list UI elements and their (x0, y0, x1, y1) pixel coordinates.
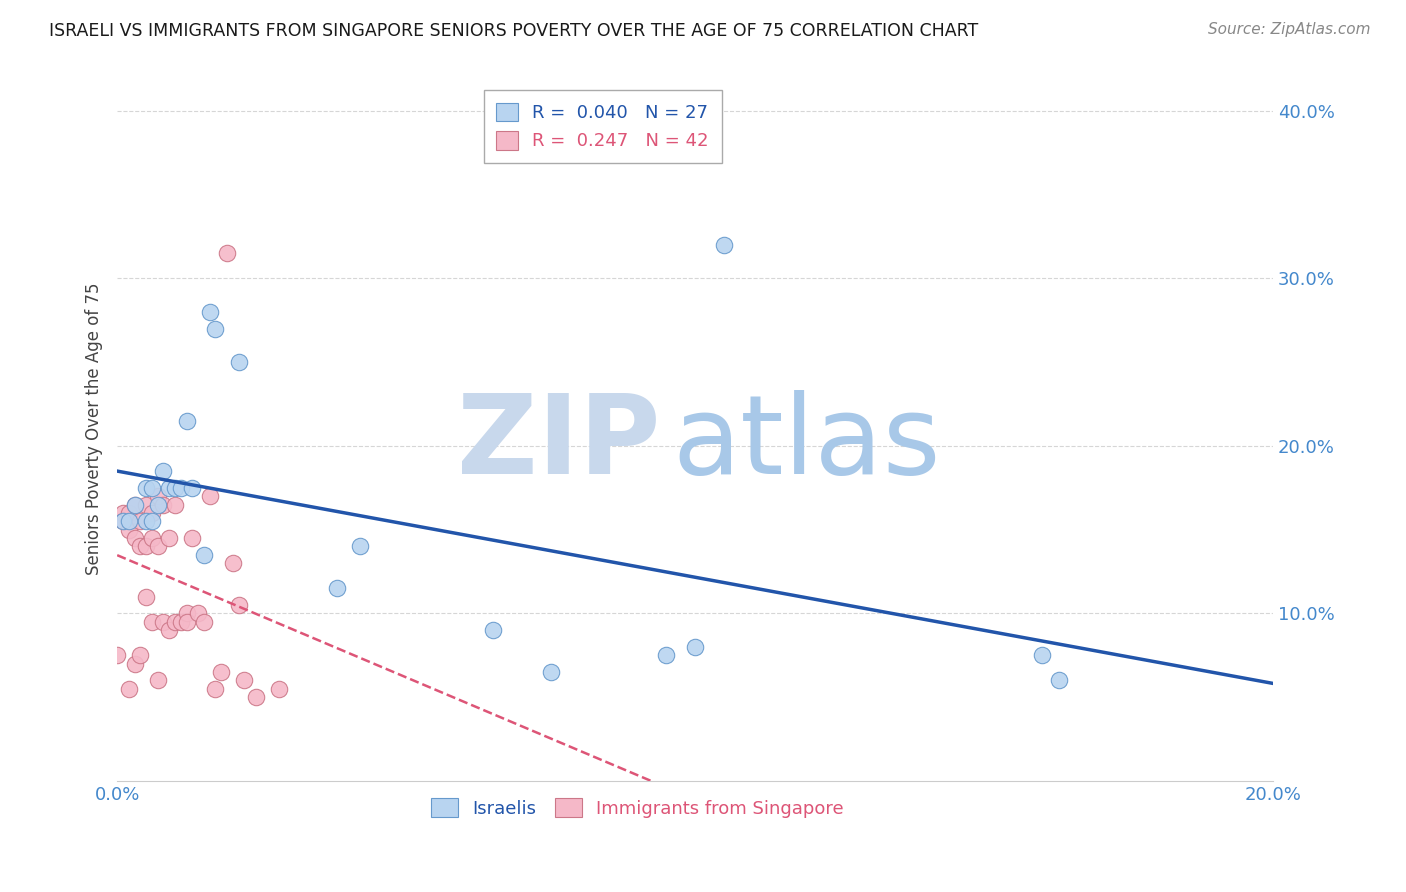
Y-axis label: Seniors Poverty Over the Age of 75: Seniors Poverty Over the Age of 75 (86, 283, 103, 575)
Point (129, 540, 152, 554)
Point (163, 615, 186, 629)
Point (129, 514, 152, 528)
Point (170, 615, 193, 629)
Point (245, 690, 267, 705)
Point (233, 673, 256, 688)
Point (228, 598, 250, 612)
Point (198, 489, 221, 503)
Point (141, 615, 163, 629)
Point (176, 615, 198, 629)
Point (146, 489, 169, 503)
Text: atlas: atlas (672, 390, 941, 497)
Point (683, 640, 706, 654)
Point (540, 665, 562, 679)
Point (170, 481, 193, 495)
Point (176, 607, 198, 621)
Point (129, 648, 152, 663)
Point (157, 531, 180, 545)
Point (111, 514, 134, 528)
Point (135, 590, 157, 604)
Point (124, 498, 146, 512)
Point (181, 531, 204, 545)
Point (713, 238, 735, 252)
Point (187, 607, 209, 621)
Point (228, 355, 250, 369)
Point (141, 514, 163, 528)
Point (209, 665, 232, 679)
Text: ZIP: ZIP (457, 390, 661, 497)
Point (118, 514, 141, 528)
Point (146, 498, 169, 512)
Point (204, 322, 226, 336)
Point (111, 514, 134, 528)
Point (152, 464, 174, 478)
Point (141, 506, 163, 520)
Point (146, 540, 169, 554)
Point (118, 506, 141, 520)
Point (655, 648, 678, 663)
Point (124, 498, 146, 512)
Point (222, 556, 245, 570)
Point (267, 681, 290, 696)
Point (157, 481, 180, 495)
Point (482, 624, 505, 638)
Point (176, 414, 198, 428)
Point (152, 498, 174, 512)
Point (146, 673, 169, 688)
Point (105, 648, 128, 663)
Text: ISRAELI VS IMMIGRANTS FROM SINGAPORE SENIORS POVERTY OVER THE AGE OF 75 CORRELAT: ISRAELI VS IMMIGRANTS FROM SINGAPORE SEN… (49, 22, 979, 40)
Point (198, 305, 221, 319)
Point (193, 615, 215, 629)
Point (141, 531, 163, 545)
Legend: Israelis, Immigrants from Singapore: Israelis, Immigrants from Singapore (423, 791, 851, 825)
Point (135, 514, 157, 528)
Point (163, 481, 186, 495)
Point (326, 582, 349, 596)
Point (193, 548, 215, 562)
Point (111, 506, 134, 520)
Point (135, 498, 157, 512)
Point (204, 681, 226, 696)
Point (163, 498, 186, 512)
Point (118, 681, 141, 696)
Point (1047, 673, 1070, 688)
Point (135, 540, 157, 554)
Point (181, 481, 204, 495)
Point (1031, 648, 1053, 663)
Point (124, 657, 146, 671)
Point (124, 531, 146, 545)
Point (157, 624, 180, 638)
Point (135, 481, 157, 495)
Point (141, 481, 163, 495)
Text: Source: ZipAtlas.com: Source: ZipAtlas.com (1208, 22, 1371, 37)
Point (215, 246, 238, 260)
Point (349, 540, 371, 554)
Point (152, 615, 174, 629)
Point (118, 523, 141, 537)
